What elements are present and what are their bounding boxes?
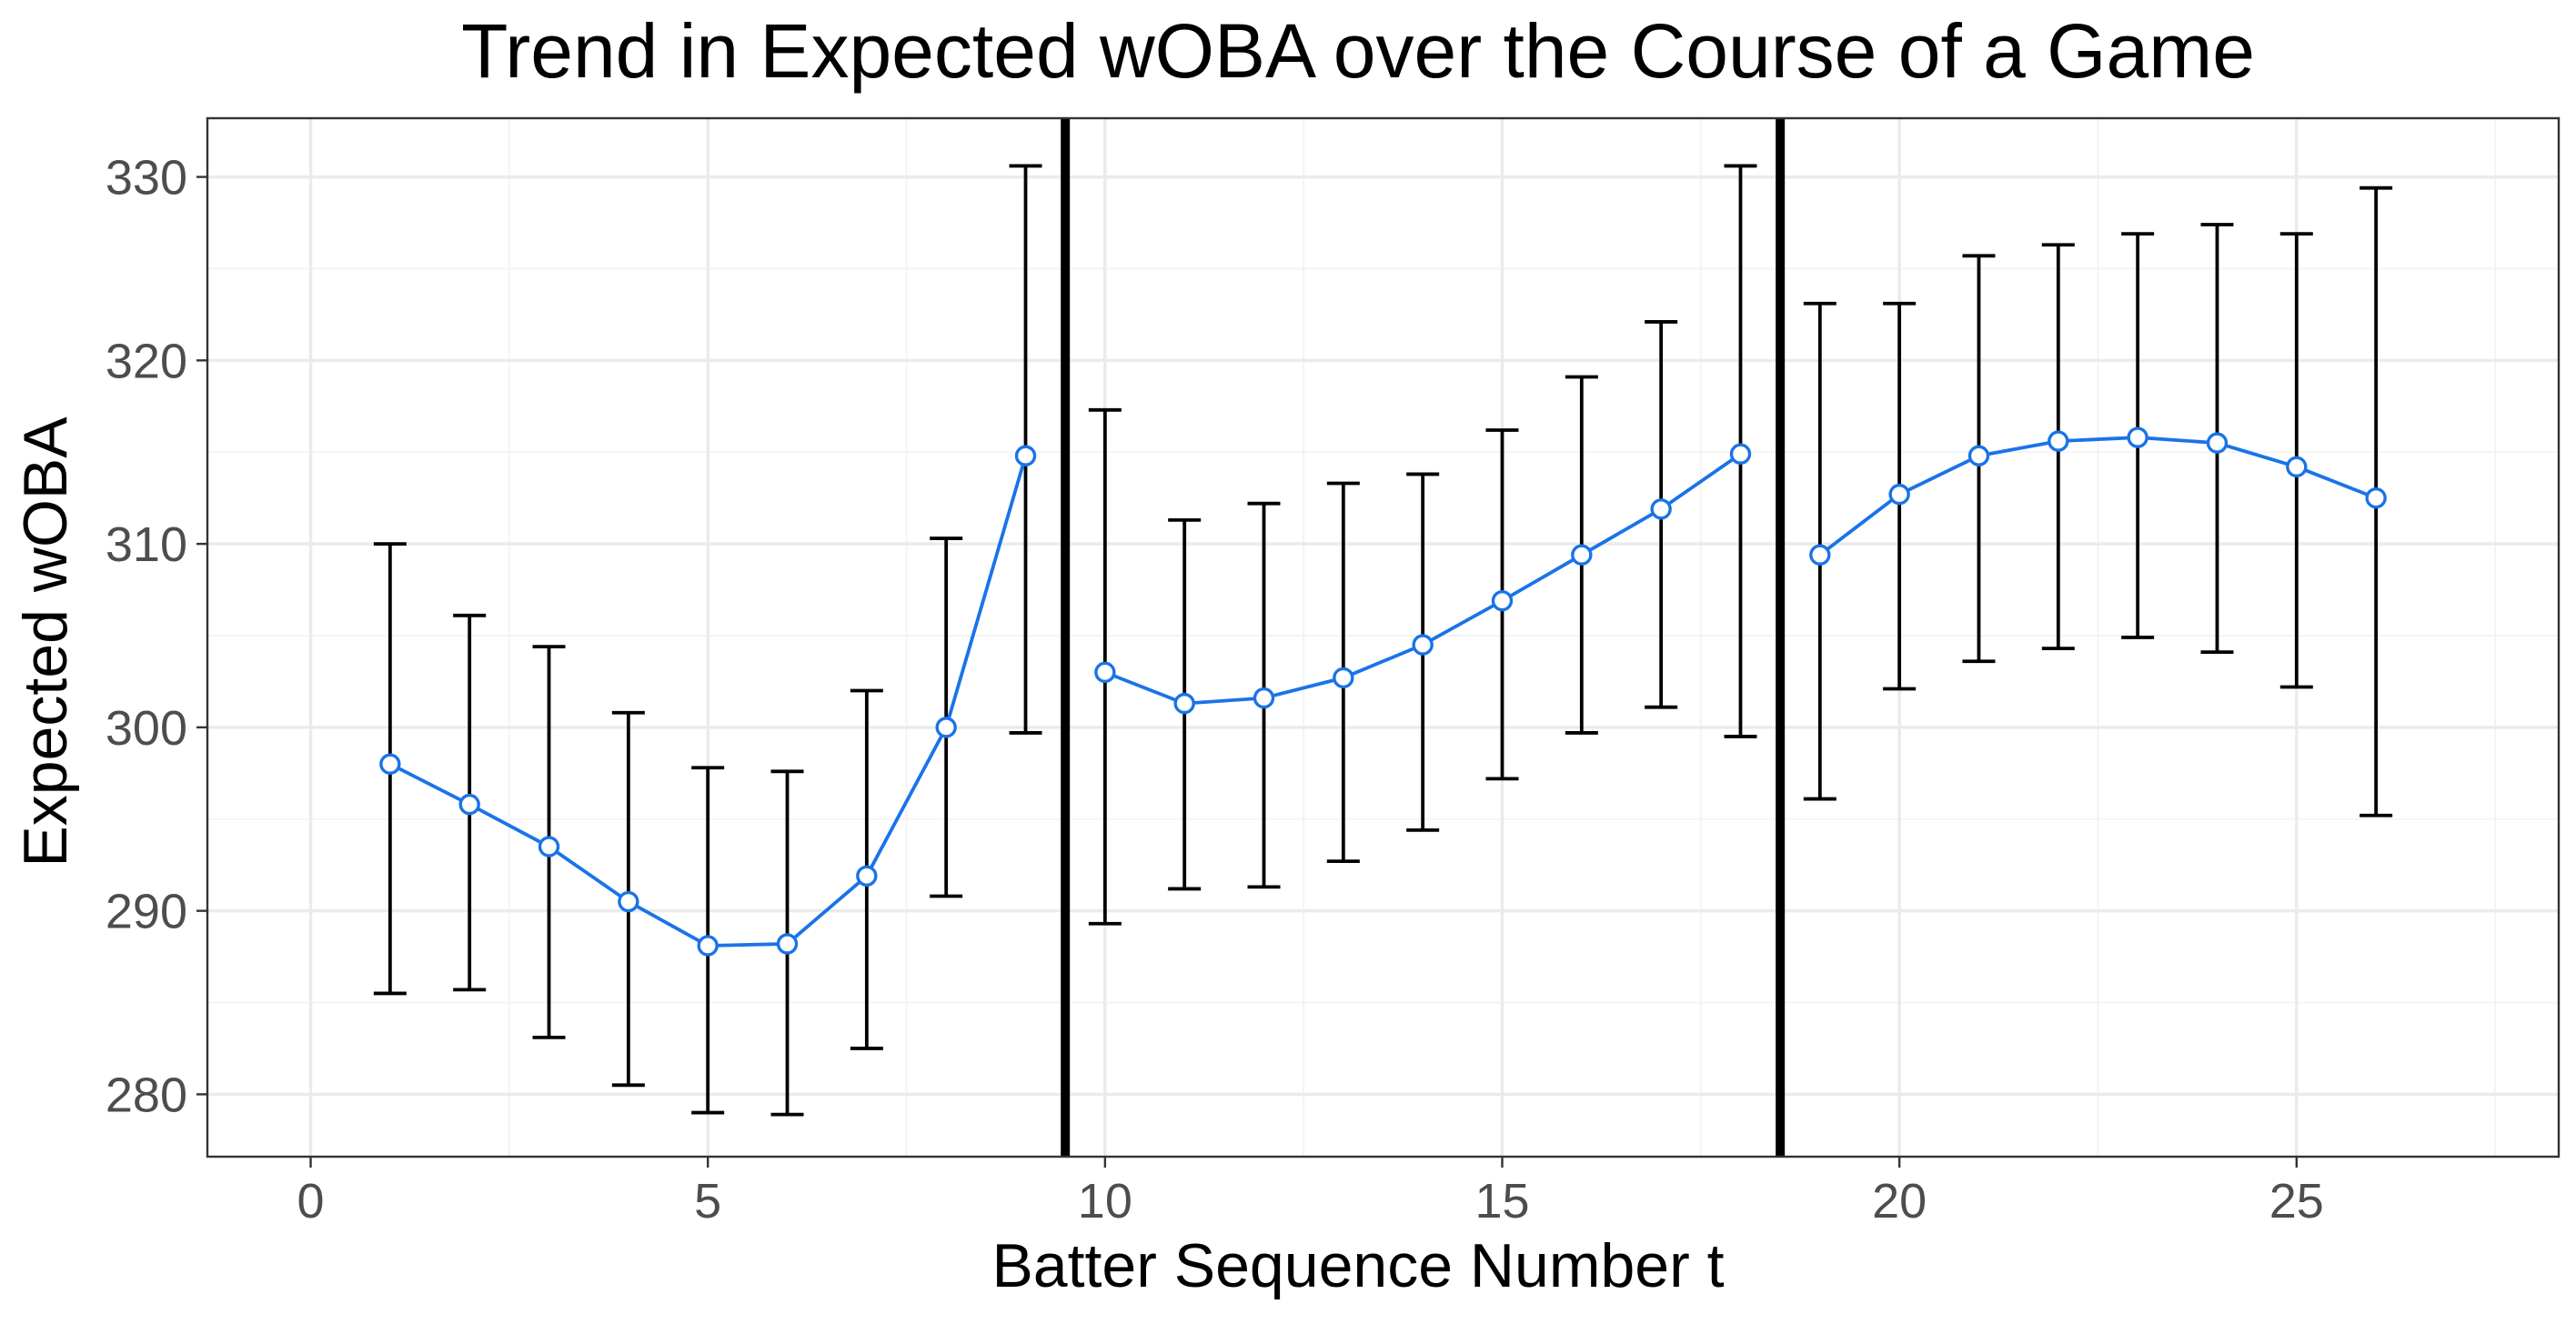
data-point — [1333, 667, 1354, 689]
data-point — [2206, 432, 2229, 454]
data-point — [776, 933, 799, 955]
plot-panel: 0 5 10 15 20 25 280 290 300 310 320 330 — [106, 116, 2561, 1229]
panel-border — [206, 116, 2561, 1158]
data-point — [538, 836, 560, 858]
data-point — [1253, 687, 1275, 709]
x-tick-label: 15 — [1474, 1174, 1529, 1229]
data-point — [1729, 443, 1752, 465]
x-tick-label: 0 — [297, 1174, 325, 1229]
data-point — [935, 717, 957, 738]
x-tick-label: 25 — [2269, 1174, 2324, 1229]
x-tick-label: 5 — [694, 1174, 721, 1229]
data-point — [2127, 426, 2148, 448]
y-tick-label: 330 — [106, 151, 187, 206]
chart-title: Trend in Expected wOBA over the Course o… — [461, 8, 2255, 94]
data-point — [856, 865, 878, 887]
data-point — [2048, 430, 2069, 452]
data-point — [458, 793, 480, 816]
data-point — [1967, 445, 1990, 466]
y-axis-title: Expected wOBA — [11, 416, 80, 868]
data-point — [379, 753, 401, 775]
data-point — [1173, 692, 1195, 715]
y-tick-label: 310 — [106, 517, 187, 572]
series-line — [1818, 436, 2377, 557]
data-point — [1888, 483, 1910, 506]
data-point — [1571, 544, 1593, 566]
data-point — [1491, 589, 1514, 612]
data-point — [1412, 634, 1434, 656]
x-tick-label: 10 — [1078, 1174, 1132, 1229]
x-tick-label: 20 — [1872, 1174, 1927, 1229]
y-tick-label: 280 — [106, 1068, 187, 1122]
data-point — [1650, 498, 1672, 520]
data-point — [1809, 544, 1831, 566]
data-point — [1094, 661, 1116, 684]
data-point — [697, 935, 719, 957]
data-point — [2365, 486, 2387, 509]
data-point — [2286, 456, 2308, 478]
y-tick-label: 290 — [106, 885, 187, 939]
y-tick-label: 320 — [106, 334, 187, 388]
y-tick-label: 300 — [106, 701, 187, 756]
x-axis-title: Batter Sequence Number t — [991, 1231, 1724, 1300]
data-point — [618, 890, 639, 913]
data-point — [1014, 445, 1037, 466]
